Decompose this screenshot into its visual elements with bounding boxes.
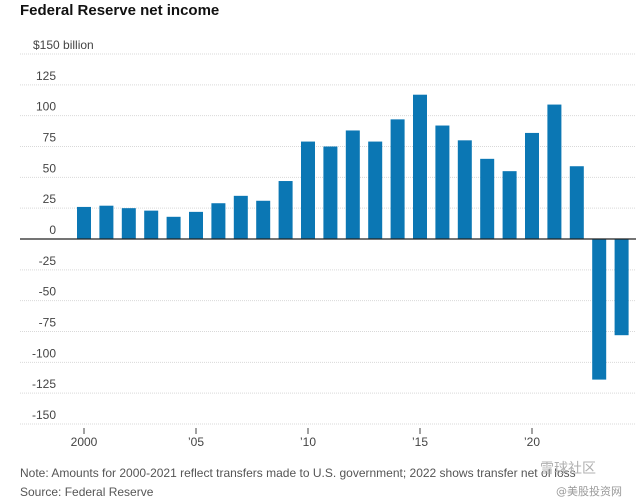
y-tick-label: -75 [39,316,57,330]
bar-2020 [525,132,539,239]
y-tick-label: 25 [43,192,57,206]
bar-2024 [614,239,629,336]
x-tick-label: ’15 [412,435,428,449]
bar-2005 [189,211,203,239]
bar-2019 [502,171,517,239]
bar-2009 [278,181,293,239]
y-tick-label: $150 billion [33,38,94,52]
y-tick-label: 100 [36,100,56,114]
y-tick-label: -50 [39,285,57,299]
bar-2000 [77,206,91,239]
y-tick-label: -100 [32,346,56,360]
x-tick-label: ’20 [524,435,540,449]
bar-2012 [345,130,360,239]
bar-2016 [435,125,450,239]
watermark-bottom: @美股投资网 [556,485,622,498]
bar-2006 [211,203,226,239]
bar-2022 [569,166,584,239]
bar-2007 [233,195,248,239]
bar-2013 [368,141,383,239]
chart-note: Note: Amounts for 2000-2021 reflect tran… [20,466,576,480]
bar-2001 [99,205,114,239]
bar-2014 [390,119,405,239]
x-tick-label: ’05 [188,435,204,449]
bar-2011 [323,146,338,239]
bar-2004 [166,216,181,239]
bar-2015 [413,94,427,239]
bar-2018 [480,158,495,239]
bar-2010 [301,141,315,239]
x-tick-label: ’10 [300,435,316,449]
bar-2017 [457,140,472,239]
x-tick-label: 2000 [71,435,98,449]
y-tick-label: 0 [49,223,56,237]
y-tick-label: -150 [32,408,56,422]
y-tick-label: 50 [43,161,57,175]
chart-source: Source: Federal Reserve [20,485,154,499]
chart-title: Federal Reserve net income [20,2,220,19]
bar-2002 [121,208,136,239]
y-tick-label: 75 [43,131,57,145]
y-tick-label: 125 [36,69,56,83]
bar-2008 [256,200,271,239]
bar-2021 [547,104,562,239]
bar-2003 [144,210,159,239]
watermark-top: 雪球社区 [540,461,596,477]
bar-2023 [592,239,607,380]
y-tick-label: -125 [32,377,56,391]
y-tick-label: -25 [39,254,57,268]
